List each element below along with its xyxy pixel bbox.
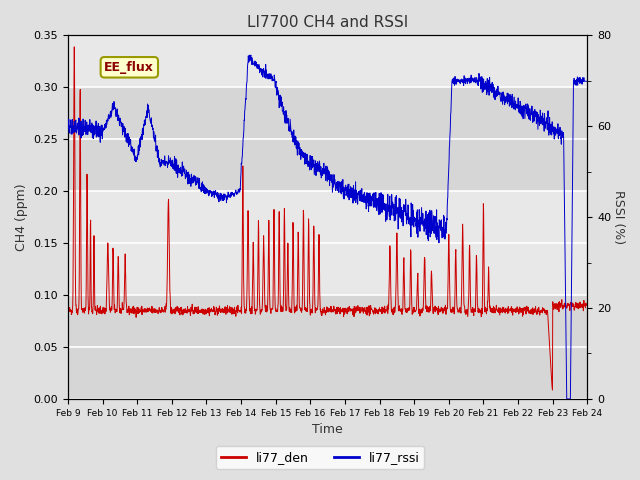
- Bar: [68, 87, 588, 191]
- Bar: [68, 295, 588, 399]
- Text: EE_flux: EE_flux: [104, 61, 154, 74]
- Title: LI7700 CH4 and RSSI: LI7700 CH4 and RSSI: [247, 15, 408, 30]
- X-axis label: Time: Time: [312, 423, 343, 436]
- Legend: li77_den, li77_rssi: li77_den, li77_rssi: [216, 446, 424, 469]
- Y-axis label: RSSI (%): RSSI (%): [612, 190, 625, 244]
- Y-axis label: CH4 (ppm): CH4 (ppm): [15, 183, 28, 251]
